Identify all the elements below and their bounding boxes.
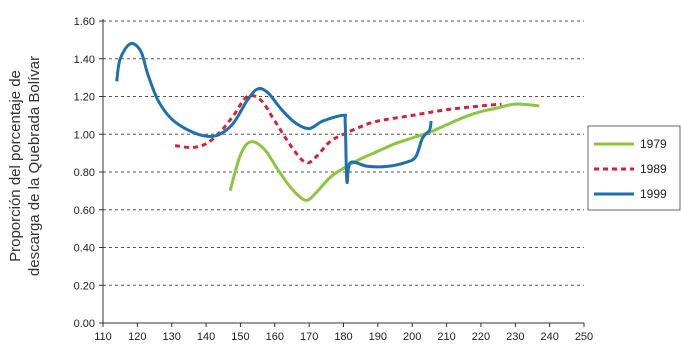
x-tick-label: 210 [437, 331, 455, 343]
x-tick-label: 170 [300, 331, 318, 343]
x-tick-label: 230 [506, 331, 524, 343]
grid-lines [103, 20, 584, 286]
x-tick-label: 250 [575, 331, 593, 343]
series-line-1989 [174, 93, 502, 165]
y-tick-label: 1.00 [74, 129, 95, 141]
legend-label-1989: 1989 [640, 162, 667, 176]
x-tick-label: 120 [128, 331, 146, 343]
x-tick-label: 150 [231, 331, 249, 343]
y-tick-label: 0.40 [74, 243, 95, 255]
legend: 1979 1989 1999 [587, 125, 681, 211]
x-tick-label: 220 [472, 331, 490, 343]
x-tick-label: 130 [163, 331, 181, 343]
legend-label-1979: 1979 [640, 137, 667, 151]
series-lines [115, 41, 540, 202]
y-tick-label: 1.20 [74, 92, 95, 104]
x-tick-label: 240 [540, 331, 558, 343]
y-tick-label: 1.40 [74, 54, 95, 66]
y-tick-label: 1.60 [74, 16, 95, 28]
y-tick-label: 0.00 [74, 318, 95, 330]
y-tick-label: 0.20 [74, 280, 95, 292]
axes [99, 19, 585, 327]
series-line-1979 [228, 102, 540, 202]
x-tick-label: 160 [266, 331, 284, 343]
x-tick-label: 200 [403, 331, 421, 343]
y-tick-label: 0.60 [74, 205, 95, 217]
y-axis-label-line-2: descarga de la Quebrada Bolívar [26, 56, 43, 276]
legend-label-1999: 1999 [640, 187, 667, 201]
x-tick-labels: 110 120 130 140 150 160 170 180 190 200 210 220 230 2… [94, 331, 593, 343]
y-axis-label-line-1: Proporción del porcentaje de [7, 70, 24, 262]
series-line-1999 [115, 41, 433, 185]
x-tick-label: 180 [334, 331, 352, 343]
x-tick-label: 110 [94, 331, 112, 343]
y-tick-labels: 0.00 0.20 0.40 0.60 0.80 1.00 1.20 1.40 1.60 [74, 16, 95, 330]
y-tick-label: 0.80 [74, 167, 95, 179]
x-tick-label: 190 [369, 331, 387, 343]
x-tick-label: 140 [197, 331, 215, 343]
